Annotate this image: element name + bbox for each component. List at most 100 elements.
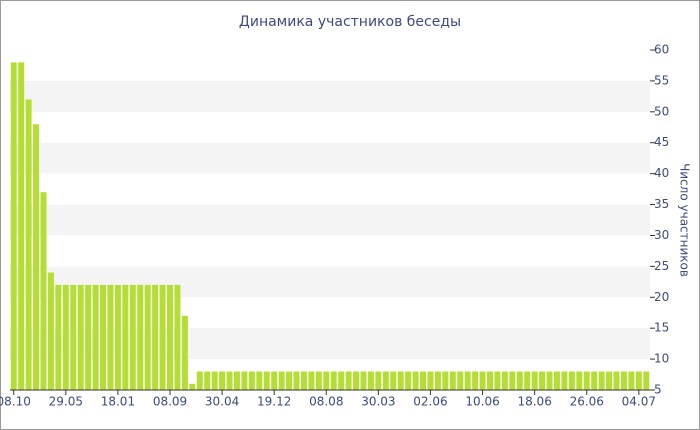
bar (308, 371, 315, 390)
bar (568, 371, 575, 390)
bar (591, 371, 598, 390)
bar (47, 272, 54, 390)
y-tick-label: 25 (654, 259, 669, 273)
y-tick-label: 60 (654, 43, 669, 57)
x-tick-label: 29.05 (49, 395, 83, 409)
chart-title: Динамика участников беседы (239, 14, 461, 30)
bar (10, 62, 17, 390)
bar (152, 284, 159, 390)
bar (181, 315, 188, 390)
bar (554, 371, 560, 390)
x-tick-label: 18.01 (101, 395, 135, 409)
bar (256, 371, 263, 390)
bar (204, 371, 211, 390)
grid-band (10, 142, 650, 174)
bar (85, 284, 92, 390)
bar (643, 371, 650, 390)
bar (248, 371, 255, 390)
bar (263, 371, 270, 390)
y-tick-label: 15 (654, 321, 669, 335)
y-tick-label: 35 (654, 197, 669, 211)
x-tick-label: 30.03 (361, 395, 395, 409)
bar (315, 371, 322, 390)
grid-band (10, 80, 650, 112)
bar (367, 371, 374, 390)
bar (196, 371, 203, 390)
bar (412, 371, 419, 390)
bar (598, 371, 605, 390)
bar (107, 284, 114, 390)
bar (271, 371, 278, 390)
bar (137, 284, 144, 390)
bar (434, 371, 441, 390)
bar (323, 371, 330, 390)
bar (382, 371, 389, 390)
bar (77, 284, 84, 390)
x-tick-label: 18.06 (517, 395, 551, 409)
bar (219, 371, 226, 390)
y-tick-label: 5 (654, 383, 662, 397)
bar (635, 371, 642, 390)
y-tick-label: 40 (654, 166, 669, 180)
bar (442, 371, 449, 390)
x-tick-label: 30.04 (205, 395, 239, 409)
bar (33, 124, 40, 390)
bar (524, 371, 531, 390)
bar (501, 371, 508, 390)
bar (300, 371, 307, 390)
bar (516, 371, 523, 390)
bar (226, 371, 233, 390)
bar (479, 371, 486, 390)
bar (70, 284, 77, 390)
x-tick-label: 26.06 (570, 395, 604, 409)
y-tick-label: 45 (654, 135, 669, 149)
bar (546, 371, 553, 390)
bar (561, 371, 568, 390)
bar (375, 371, 382, 390)
bar (353, 371, 360, 390)
y-axis-label: Число участников (678, 163, 692, 277)
x-tick-label: 08.10 (0, 395, 31, 409)
bar (286, 371, 293, 390)
bar (464, 371, 471, 390)
bar (234, 371, 240, 390)
bar (494, 371, 501, 390)
x-tick-label: 02.06 (413, 395, 447, 409)
y-tick-label: 55 (654, 73, 669, 87)
bar (345, 371, 352, 390)
bar (129, 284, 136, 390)
bar (25, 99, 32, 391)
bar (606, 371, 613, 390)
bar (167, 284, 173, 390)
bar (114, 284, 121, 390)
bar (241, 371, 248, 390)
bar (159, 284, 166, 390)
y-tick-label: 50 (654, 104, 669, 118)
bar (100, 284, 106, 390)
bar (144, 284, 151, 390)
bar (211, 371, 218, 390)
x-tick-label: 08.09 (153, 395, 187, 409)
bar (620, 371, 627, 390)
bar (457, 371, 464, 390)
bar (628, 371, 635, 390)
bar (330, 371, 337, 390)
bar (338, 371, 345, 390)
bar (531, 371, 538, 390)
x-tick-label: 04.07 (622, 395, 656, 409)
bar (293, 371, 300, 390)
bar (92, 284, 99, 390)
bar (420, 371, 426, 390)
bar (278, 371, 285, 390)
x-tick-label: 08.08 (309, 395, 343, 409)
bar (472, 371, 479, 390)
bar (397, 371, 404, 390)
bar (62, 284, 69, 390)
bar (122, 284, 129, 390)
bar (509, 371, 516, 390)
bar (576, 371, 583, 390)
x-tick-label: 19.12 (257, 395, 291, 409)
x-tick-label: 10.06 (465, 395, 499, 409)
y-tick-label: 30 (654, 228, 669, 242)
